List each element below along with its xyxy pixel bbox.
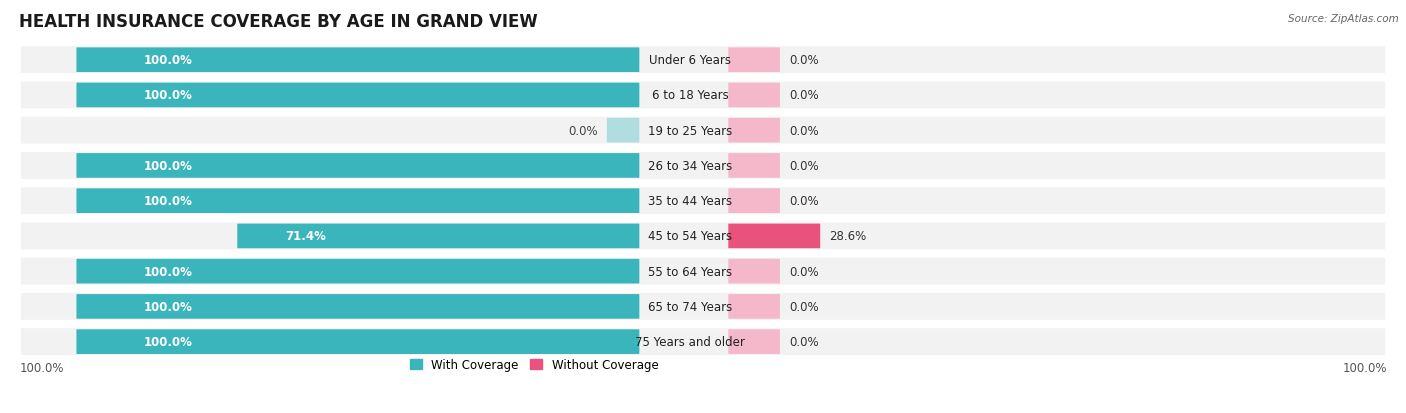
Text: 100.0%: 100.0% (145, 300, 193, 313)
Text: Under 6 Years: Under 6 Years (650, 54, 731, 67)
Text: 55 to 64 Years: 55 to 64 Years (648, 265, 733, 278)
Text: 35 to 44 Years: 35 to 44 Years (648, 195, 733, 208)
FancyBboxPatch shape (728, 294, 780, 319)
Text: 71.4%: 71.4% (285, 230, 326, 243)
Text: 26 to 34 Years: 26 to 34 Years (648, 159, 733, 173)
FancyBboxPatch shape (76, 154, 640, 178)
Text: 0.0%: 0.0% (568, 124, 598, 138)
Legend: With Coverage, Without Coverage: With Coverage, Without Coverage (405, 354, 664, 376)
FancyBboxPatch shape (607, 119, 640, 143)
FancyBboxPatch shape (728, 154, 780, 178)
FancyBboxPatch shape (76, 330, 640, 354)
FancyBboxPatch shape (20, 292, 1386, 322)
FancyBboxPatch shape (728, 189, 780, 214)
Text: 19 to 25 Years: 19 to 25 Years (648, 124, 733, 138)
FancyBboxPatch shape (728, 330, 780, 354)
FancyBboxPatch shape (20, 81, 1386, 111)
Text: 45 to 54 Years: 45 to 54 Years (648, 230, 733, 243)
FancyBboxPatch shape (728, 48, 780, 73)
Text: 65 to 74 Years: 65 to 74 Years (648, 300, 733, 313)
FancyBboxPatch shape (20, 221, 1386, 252)
Text: 100.0%: 100.0% (145, 265, 193, 278)
Text: 0.0%: 0.0% (789, 335, 818, 348)
Text: 100.0%: 100.0% (145, 195, 193, 208)
FancyBboxPatch shape (76, 48, 640, 73)
FancyBboxPatch shape (728, 119, 780, 143)
FancyBboxPatch shape (20, 256, 1386, 287)
Text: 0.0%: 0.0% (789, 159, 818, 173)
FancyBboxPatch shape (76, 294, 640, 319)
Text: 28.6%: 28.6% (830, 230, 866, 243)
Text: 100.0%: 100.0% (145, 335, 193, 348)
Text: 0.0%: 0.0% (789, 54, 818, 67)
FancyBboxPatch shape (76, 83, 640, 108)
Text: 6 to 18 Years: 6 to 18 Years (652, 89, 728, 102)
Text: 0.0%: 0.0% (789, 265, 818, 278)
Text: 100.0%: 100.0% (145, 54, 193, 67)
Text: 0.0%: 0.0% (789, 124, 818, 138)
Text: 0.0%: 0.0% (789, 300, 818, 313)
Text: 75 Years and older: 75 Years and older (636, 335, 745, 348)
FancyBboxPatch shape (20, 45, 1386, 76)
Text: Source: ZipAtlas.com: Source: ZipAtlas.com (1288, 14, 1399, 24)
FancyBboxPatch shape (20, 186, 1386, 216)
FancyBboxPatch shape (728, 224, 820, 249)
FancyBboxPatch shape (20, 116, 1386, 146)
FancyBboxPatch shape (728, 83, 780, 108)
FancyBboxPatch shape (238, 224, 640, 249)
Text: 0.0%: 0.0% (789, 195, 818, 208)
FancyBboxPatch shape (76, 189, 640, 214)
Text: 0.0%: 0.0% (789, 89, 818, 102)
Text: 100.0%: 100.0% (145, 159, 193, 173)
Text: HEALTH INSURANCE COVERAGE BY AGE IN GRAND VIEW: HEALTH INSURANCE COVERAGE BY AGE IN GRAN… (20, 13, 538, 31)
Text: 100.0%: 100.0% (145, 89, 193, 102)
Text: 100.0%: 100.0% (1343, 361, 1386, 374)
FancyBboxPatch shape (728, 259, 780, 284)
Text: 100.0%: 100.0% (20, 361, 63, 374)
FancyBboxPatch shape (76, 259, 640, 284)
FancyBboxPatch shape (20, 151, 1386, 181)
FancyBboxPatch shape (20, 327, 1386, 357)
